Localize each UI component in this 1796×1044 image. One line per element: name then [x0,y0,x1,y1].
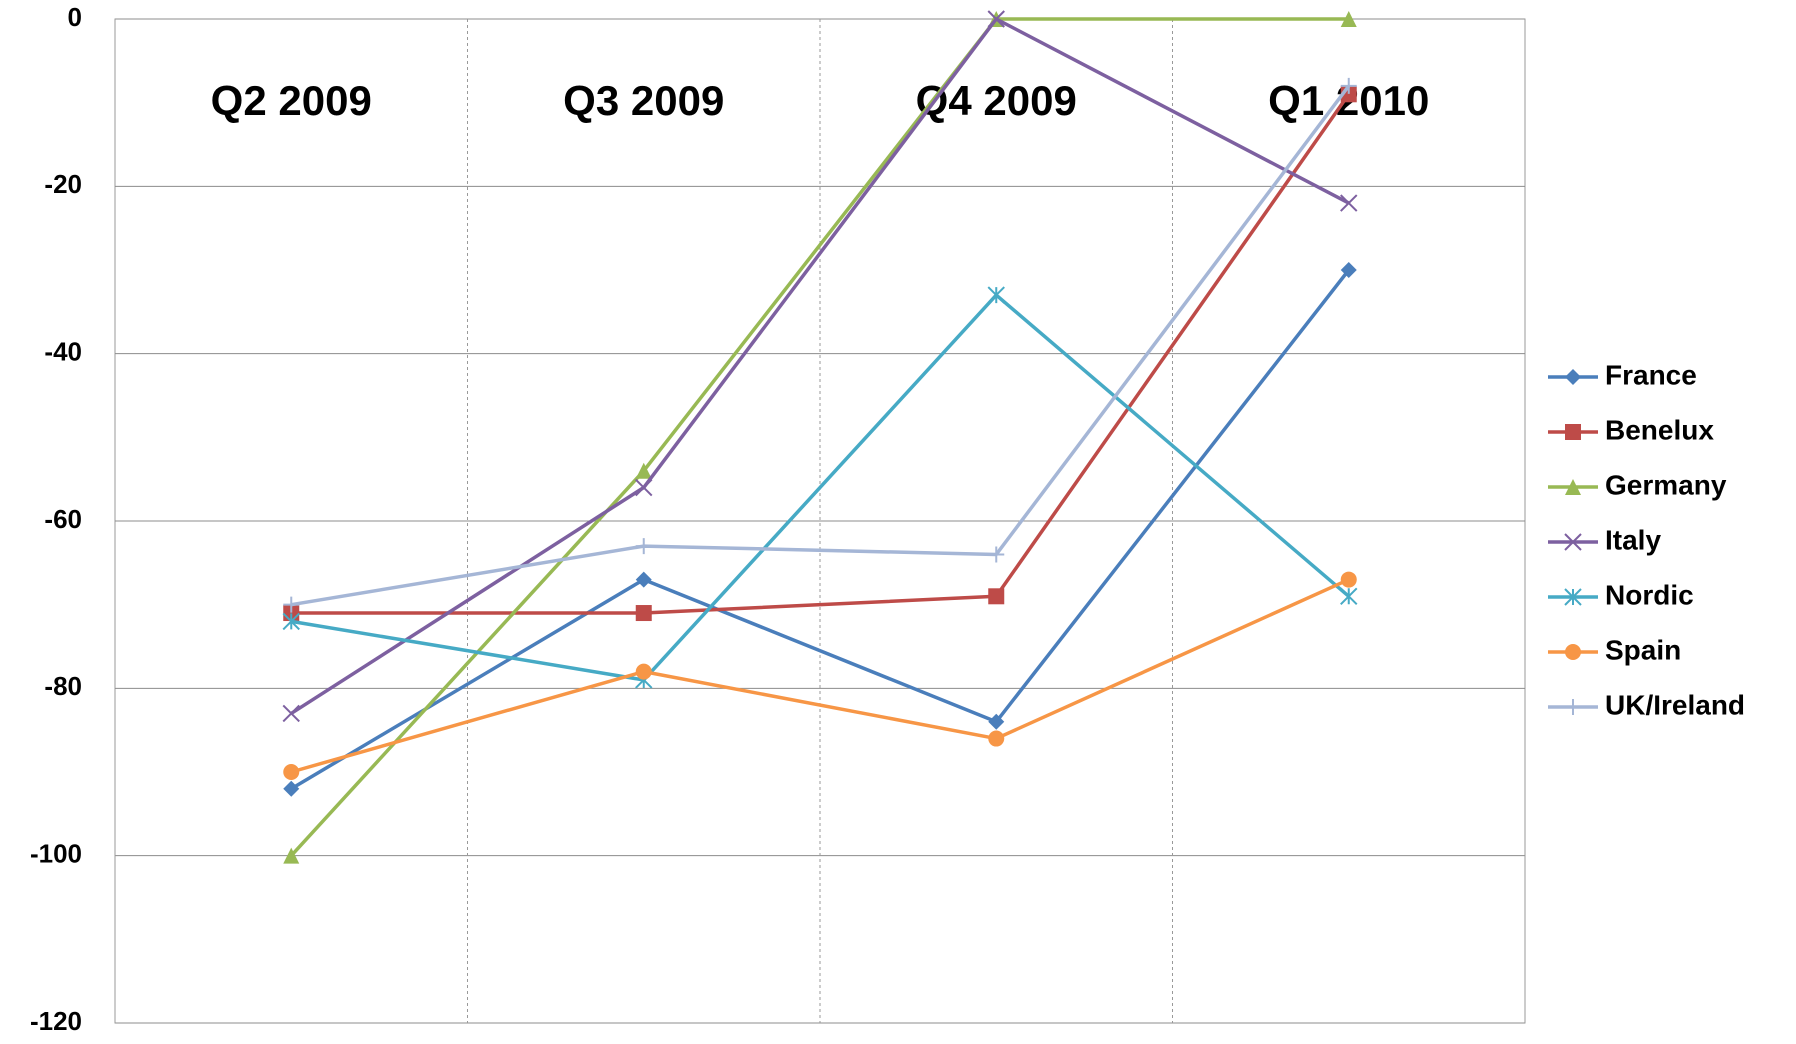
marker [283,847,300,864]
marker [1565,369,1581,385]
series-line [290,17,1350,715]
marker [283,780,300,797]
series-line [290,268,1351,791]
legend-label: Nordic [1605,579,1694,610]
y-tick-label: -80 [44,671,82,701]
category-label: Q2 2009 [211,77,372,124]
marker [635,605,652,622]
marker [283,764,300,780]
marker [987,286,1005,304]
y-tick-label: -40 [44,337,82,367]
marker [635,663,652,680]
legend-label: UK/Ireland [1605,689,1745,720]
marker [988,588,1005,605]
category-label: Q4 2009 [916,77,1077,124]
marker [1340,571,1357,588]
legend-label: Benelux [1605,414,1714,445]
legend-label: Spain [1605,634,1681,665]
marker [1564,588,1582,606]
marker [1340,77,1357,94]
marker [988,546,1005,563]
marker [635,478,653,497]
marker [987,10,1005,28]
marker [282,612,300,631]
marker [1340,262,1357,278]
marker [282,704,300,723]
y-tick-label: -20 [44,169,82,199]
legend-label: Germany [1605,469,1727,500]
series-line [290,577,1350,774]
category-label: Q3 2009 [563,77,724,124]
y-tick-label: -100 [30,839,82,869]
series [283,262,1357,797]
marker [1565,699,1581,715]
marker [283,596,300,613]
series-line [290,84,1351,607]
marker [635,538,652,555]
marker [1340,194,1358,212]
y-tick-label: -120 [30,1006,82,1036]
marker [1565,644,1581,660]
y-tick-label: 0 [68,2,82,32]
marker [635,462,652,479]
series-line [291,93,1351,615]
series [283,77,1357,613]
marker [1340,11,1357,27]
marker [1564,533,1582,551]
series [282,10,1358,723]
series-line [290,293,1350,682]
marker [988,730,1005,747]
legend-label: Italy [1605,524,1661,555]
marker [1565,424,1581,440]
series-line [289,17,1349,857]
marker [635,571,652,588]
y-tick-label: -60 [44,504,82,534]
marker [1565,479,1581,495]
marker [1340,587,1358,606]
marker [988,713,1005,730]
legend-label: France [1605,359,1697,390]
series [283,571,1357,780]
